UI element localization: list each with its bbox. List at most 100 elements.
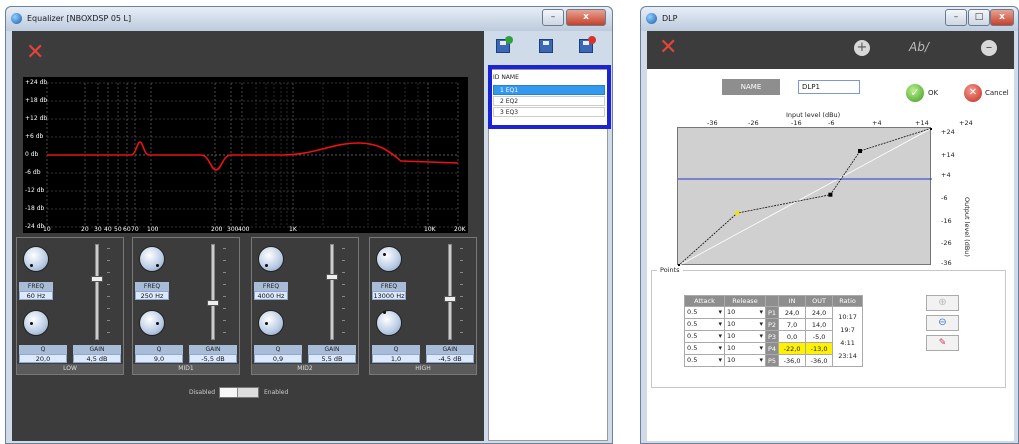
release-value[interactable]: 10 — [725, 331, 765, 342]
gain-slider-track[interactable] — [448, 244, 452, 340]
add-point-icon[interactable]: + — [854, 40, 870, 56]
attack-value[interactable]: 0.5 — [685, 307, 724, 318]
in-value[interactable]: 7,0 — [778, 318, 807, 331]
freq-knob[interactable] — [139, 246, 165, 272]
ok-check-icon[interactable]: ✓ — [906, 84, 924, 102]
in-value[interactable]: -36,0 — [778, 354, 807, 367]
close-x-icon[interactable]: ✕ — [26, 40, 45, 65]
in-value[interactable]: 0,0 — [778, 330, 807, 343]
out-value[interactable]: -13,0 — [805, 342, 834, 355]
remove-point-icon[interactable]: – — [981, 40, 997, 56]
cancel-button-label[interactable]: Cancel — [985, 89, 1009, 97]
release-value[interactable]: 10 — [725, 343, 765, 354]
in-value[interactable]: 24,0 — [778, 306, 807, 319]
in-value[interactable]: -22,0 — [778, 342, 807, 355]
q-value[interactable]: 9,0 — [135, 354, 183, 363]
list-item[interactable]: 2 EQ2 — [493, 96, 605, 106]
dlp-maximize-button[interactable]: □ — [968, 9, 990, 26]
slider-tick — [460, 272, 463, 273]
delete-preset-icon[interactable] — [579, 36, 596, 53]
name-input[interactable]: DLP1 — [798, 80, 860, 94]
freq-value[interactable]: 13000 Hz — [372, 291, 406, 300]
q-value[interactable]: 20,0 — [19, 354, 67, 363]
freq-value[interactable]: 60 Hz — [19, 291, 53, 300]
freq-knob[interactable] — [376, 246, 402, 272]
out-value[interactable]: -36,0 — [805, 354, 834, 367]
dlp-point-handle[interactable] — [930, 126, 934, 130]
list-item[interactable]: 1 EQ1 — [493, 85, 605, 95]
out-value[interactable]: 24,0 — [805, 306, 834, 319]
freq-axis-label: 70 — [131, 226, 139, 233]
eq-titlebar[interactable]: Equalizer [NBOXDSP 05 L] – x — [6, 7, 612, 31]
gain-slider-track[interactable] — [95, 244, 99, 340]
gain-slider-thumb[interactable] — [91, 276, 103, 282]
release-value[interactable]: 10 — [725, 355, 765, 366]
gain-value[interactable]: -4,5 dB — [426, 354, 474, 363]
attack-select[interactable]: 0.5 — [684, 354, 725, 367]
attack-select[interactable]: 0.5 — [684, 306, 725, 319]
dlp-titlebar[interactable]: DLP – □ x — [641, 7, 1018, 31]
save-new-icon[interactable] — [496, 36, 513, 53]
q-knob[interactable] — [139, 310, 165, 336]
release-select[interactable]: 10 — [724, 318, 766, 331]
gain-slider-thumb[interactable] — [444, 296, 456, 302]
gain-slider-thumb[interactable] — [207, 300, 219, 306]
release-value[interactable]: 10 — [725, 307, 765, 318]
dlp-point-handle[interactable] — [735, 211, 740, 216]
dlp-point-handle[interactable] — [828, 192, 833, 197]
release-value[interactable]: 10 — [725, 319, 765, 330]
freq-value[interactable]: 4000 Hz — [254, 291, 288, 300]
release-select[interactable]: 10 — [724, 330, 766, 343]
q-knob[interactable] — [376, 310, 402, 336]
release-select[interactable]: 10 — [724, 306, 766, 319]
point-id: P5 — [764, 354, 780, 367]
out-value[interactable]: -5,0 — [805, 330, 834, 343]
q-knob[interactable] — [258, 310, 284, 336]
attack-select[interactable]: 0.5 — [684, 342, 725, 355]
add-point-button[interactable]: ⊕ — [926, 295, 959, 311]
attack-value[interactable]: 0.5 — [685, 355, 724, 366]
gain-value[interactable]: 5,5 dB — [308, 354, 356, 363]
output-tick-label: -16 — [941, 217, 952, 225]
attack-value[interactable]: 0.5 — [685, 319, 724, 330]
col-release: Release — [724, 295, 766, 307]
q-caption: Q — [254, 345, 302, 354]
attack-select[interactable]: 0.5 — [684, 330, 725, 343]
col-point — [764, 295, 780, 307]
edit-point-button[interactable]: ✎ — [926, 335, 959, 351]
dlp-curve-area[interactable] — [676, 126, 934, 268]
gain-slider-track[interactable] — [330, 244, 334, 340]
attack-select[interactable]: 0.5 — [684, 318, 725, 331]
knob-indicator — [156, 322, 159, 325]
eq-minimize-button[interactable]: – — [542, 9, 564, 26]
q-value[interactable]: 1,0 — [372, 354, 420, 363]
eq-close-button[interactable]: x — [566, 9, 606, 26]
gain-value[interactable]: -5,5 dB — [189, 354, 237, 363]
attack-value[interactable]: 0.5 — [685, 331, 724, 342]
ok-button-label[interactable]: OK — [928, 89, 939, 97]
freq-knob[interactable] — [258, 246, 284, 272]
remove-point-button[interactable]: ⊖ — [926, 315, 959, 331]
out-value[interactable]: 14,0 — [805, 318, 834, 331]
dlp-point-handle[interactable] — [858, 149, 863, 153]
save-icon[interactable] — [539, 39, 553, 53]
freq-knob[interactable] — [23, 246, 49, 272]
list-item[interactable]: 3 EQ3 — [493, 107, 605, 117]
gain-slider-thumb[interactable] — [326, 274, 338, 280]
q-knob[interactable] — [23, 310, 49, 336]
output-tick-label: -26 — [941, 239, 952, 247]
q-value[interactable]: 0,9 — [254, 354, 302, 363]
gain-slider-track[interactable] — [211, 244, 215, 340]
close-x-icon[interactable]: ✕ — [659, 35, 678, 60]
release-select[interactable]: 10 — [724, 342, 766, 355]
attack-value[interactable]: 0.5 — [685, 343, 724, 354]
dlp-close-button[interactable]: x — [990, 9, 1014, 26]
gain-value[interactable]: 4,5 dB — [73, 354, 121, 363]
cancel-x-icon[interactable]: ✕ — [964, 84, 982, 102]
slider-tick — [342, 272, 345, 273]
rename-icon[interactable]: Ab/ — [909, 40, 929, 54]
freq-value[interactable]: 250 Hz — [135, 291, 169, 300]
enable-toggle[interactable] — [219, 387, 259, 398]
dlp-minimize-button[interactable]: – — [945, 9, 967, 26]
release-select[interactable]: 10 — [724, 354, 766, 367]
